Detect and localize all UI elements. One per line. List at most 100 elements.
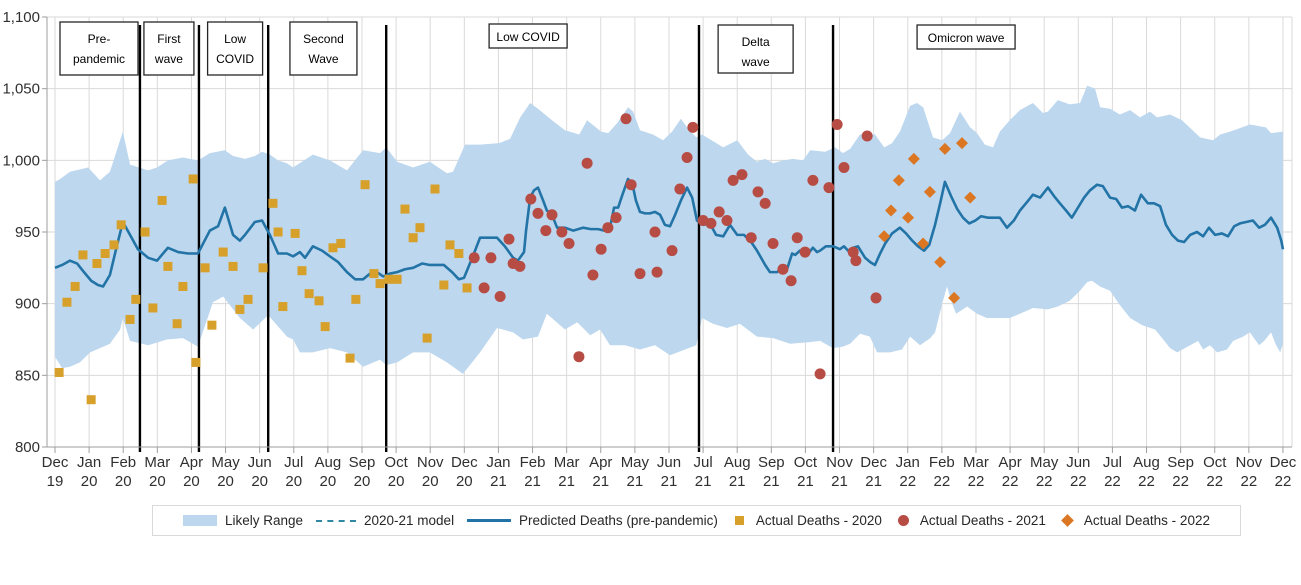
- phase-box: [717, 24, 794, 74]
- phase-box: [488, 23, 568, 49]
- x-axis-month-label: Jun: [657, 454, 681, 471]
- x-axis-month-label: Jan: [77, 454, 101, 471]
- actual-2020-point: [351, 294, 361, 304]
- actual-2020-point: [328, 243, 338, 253]
- legend-band-swatch: [183, 515, 217, 526]
- legend-label: Actual Deaths - 2021: [919, 513, 1046, 528]
- x-axis-month-label: Nov: [417, 454, 444, 471]
- actual-2020-point: [191, 357, 201, 367]
- actual-2020-point: [278, 302, 288, 312]
- phase-box-label: pandemic: [73, 52, 125, 66]
- x-axis-month-label: Feb: [929, 454, 955, 471]
- actual-2021-point: [791, 232, 803, 244]
- phase-box: [59, 21, 139, 76]
- actual-2021-point: [721, 215, 733, 227]
- actual-2021-point: [831, 119, 843, 130]
- x-axis-month-label: Mar: [144, 454, 170, 471]
- actual-2020-point: [140, 227, 150, 237]
- actual-2021-point: [736, 169, 748, 181]
- actual-2020-point: [235, 304, 245, 314]
- actual-2021-point: [556, 226, 568, 238]
- actual-2021-point: [468, 252, 480, 264]
- actual-2020-point: [320, 322, 330, 332]
- actual-2021-point: [807, 174, 819, 186]
- x-axis-year-label: 20: [422, 473, 439, 490]
- chart-legend: Likely Range 2020-21 model Predicted Death…: [152, 505, 1241, 536]
- x-axis-month-label: Mar: [963, 454, 989, 471]
- phase-box-label: Delta: [742, 35, 770, 49]
- x-axis-year-label: 21: [865, 473, 882, 490]
- x-axis-month-label: Sep: [349, 454, 376, 471]
- actual-2021-point: [838, 162, 850, 173]
- actual-2020-point: [70, 281, 80, 291]
- x-axis-year-label: 20: [320, 473, 337, 490]
- actual-2021-point: [759, 197, 771, 209]
- actual-2021-point: [850, 255, 862, 267]
- actual-2022-point: [917, 237, 930, 250]
- x-axis-month-label: May: [621, 454, 650, 471]
- x-axis-month-label: Jul: [1103, 454, 1122, 471]
- x-axis-month-label: Jan: [896, 454, 920, 471]
- x-axis-year-label: 20: [354, 473, 371, 490]
- actual-2020-point: [109, 240, 119, 250]
- x-axis-month-label: Jun: [1066, 454, 1090, 471]
- actual-2022-point: [948, 291, 961, 304]
- x-axis-year-label: 22: [1241, 473, 1258, 490]
- y-axis-label: 950: [15, 224, 40, 241]
- x-axis-year-label: 20: [183, 473, 200, 490]
- x-axis-year-label: 21: [729, 473, 746, 490]
- actual-2020-point: [384, 274, 394, 284]
- actual-2021-point: [634, 268, 646, 280]
- actual-2021-point: [674, 183, 686, 195]
- phase-box: [916, 24, 1016, 50]
- actual-2020-point: [268, 198, 278, 208]
- phase-box-label: First: [157, 32, 181, 46]
- actual-2020-point: [116, 220, 126, 230]
- actual-2021-point: [752, 186, 764, 198]
- x-axis-year-label: 20: [149, 473, 166, 490]
- actual-2022-point: [934, 256, 947, 269]
- phase-box: [143, 21, 195, 76]
- actual-2020-point: [415, 223, 425, 233]
- y-axis-label: 900: [15, 296, 40, 313]
- legend-line-swatch: [467, 519, 512, 522]
- actual-2021-point: [823, 182, 835, 194]
- actual-2021-point: [767, 237, 779, 249]
- y-axis-label: 1,050: [2, 81, 40, 98]
- x-axis-year-label: 21: [695, 473, 712, 490]
- x-axis-year-label: 19: [47, 473, 64, 490]
- legend-item: Actual Deaths - 2020: [731, 513, 882, 528]
- x-axis-year-label: 22: [1070, 473, 1087, 490]
- x-axis-month-label: Oct: [1203, 454, 1227, 471]
- x-axis-year-label: 22: [968, 473, 985, 490]
- y-axis-label: 850: [15, 367, 40, 384]
- actual-2021-point: [649, 226, 661, 238]
- legend-label: Actual Deaths - 2022: [1083, 513, 1210, 528]
- phase-box-label: COVID: [216, 52, 254, 66]
- phase-box: [206, 21, 264, 76]
- actual-2021-point: [727, 174, 739, 186]
- x-axis-year-label: 22: [1002, 473, 1019, 490]
- x-axis-year-label: 20: [456, 473, 473, 490]
- actual-2020-point: [336, 238, 346, 248]
- actual-2021-point: [681, 151, 693, 163]
- actual-2021-point: [514, 260, 526, 272]
- actual-2021-point: [573, 351, 585, 363]
- phase-box-label: wave: [154, 52, 183, 66]
- x-axis-month-label: Aug: [724, 454, 751, 471]
- phase-box-label: Second: [303, 32, 344, 46]
- actual-2020-point: [207, 320, 217, 330]
- x-axis-month-label: Jan: [486, 454, 510, 471]
- x-axis-month-label: Dec: [860, 454, 887, 471]
- x-axis-month-label: Aug: [1133, 454, 1160, 471]
- legend-item: Predicted Deaths (pre-pandemic): [467, 513, 718, 528]
- actual-2020-point: [86, 395, 96, 405]
- actual-2020-point: [375, 279, 385, 289]
- x-axis-month-label: Feb: [520, 454, 546, 471]
- legend-item: Actual Deaths - 2022: [1059, 513, 1210, 528]
- actual-2021-point: [799, 246, 811, 258]
- phase-box-label: Omicron wave: [928, 31, 1005, 45]
- actual-2022-point: [964, 191, 977, 204]
- legend-item: Likely Range: [183, 513, 303, 528]
- x-axis-month-label: Jun: [248, 454, 272, 471]
